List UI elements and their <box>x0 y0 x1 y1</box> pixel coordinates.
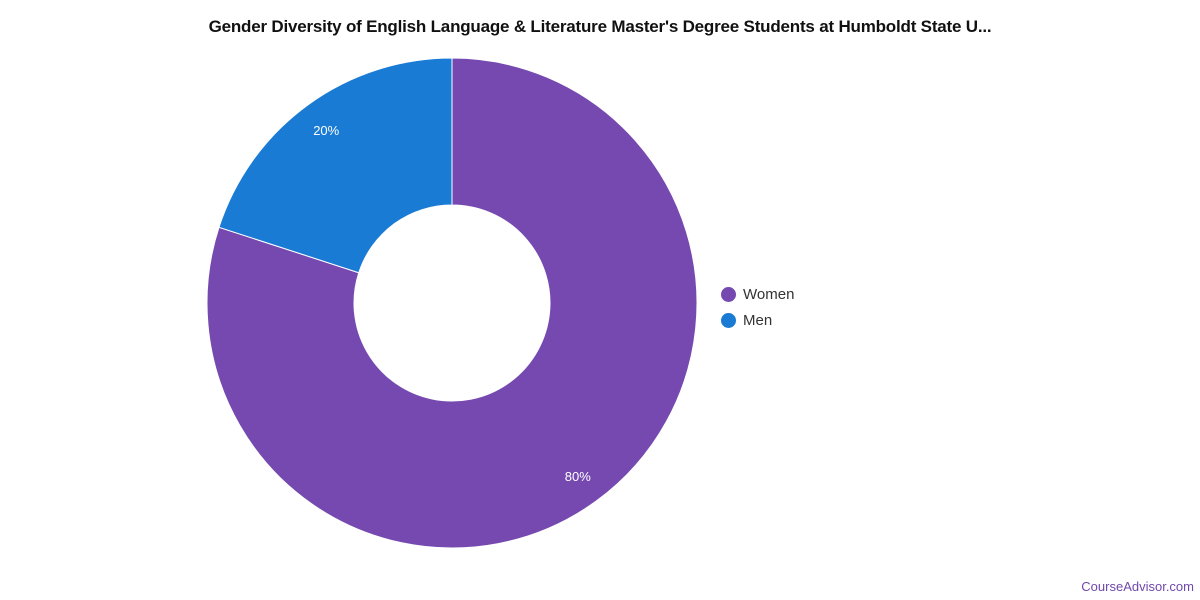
slice-label: 80% <box>565 469 591 484</box>
legend-swatch <box>721 312 736 328</box>
legend: Women Men <box>721 281 794 333</box>
legend-item-men[interactable]: Men <box>721 307 794 333</box>
slice-women[interactable] <box>206 57 698 549</box>
legend-label: Men <box>743 311 773 329</box>
legend-swatch <box>721 286 736 302</box>
legend-label: Women <box>743 285 795 303</box>
slice-label: 20% <box>313 123 339 138</box>
chart-title: Gender Diversity of English Language & L… <box>208 17 992 36</box>
watermark-link[interactable]: CourseAdvisor.com <box>1081 579 1194 594</box>
legend-item-women[interactable]: Women <box>721 281 794 307</box>
slice-men[interactable] <box>218 57 453 274</box>
